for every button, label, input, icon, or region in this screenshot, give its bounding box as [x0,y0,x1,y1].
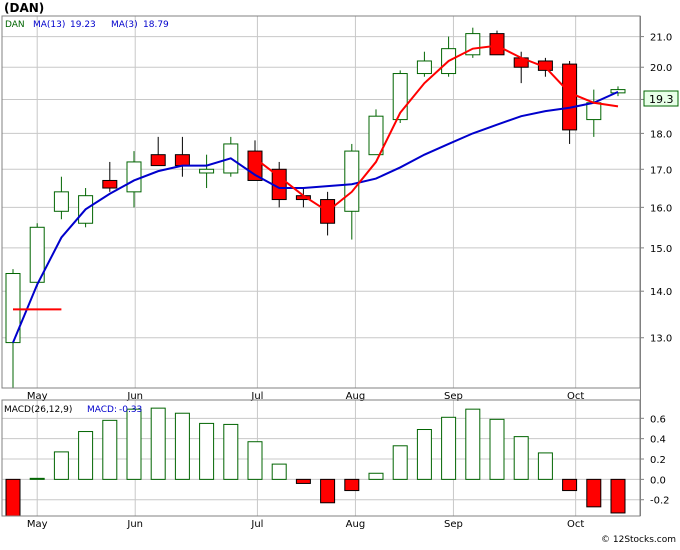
macd-bar-negative [5,478,21,517]
price-x-tick-label: May [27,391,48,402]
candle-down [247,150,263,181]
macd-bar-negative [586,478,602,508]
price-y-tick-label: 20.0 [650,63,672,74]
macd-bar-positive [441,416,457,480]
candle-down [174,154,190,167]
candle-down [562,63,578,131]
macd-bar-positive [247,441,263,480]
price-candles [5,27,626,388]
price-x-tick-label: Sep [444,391,463,402]
legend-ma3-value: 18.79 [143,20,169,30]
macd-bar-positive [465,408,481,480]
macd-x-tick-label: Jun [126,519,143,530]
macd-legend-name: MACD: [87,405,117,415]
macd-bar-positive [271,463,287,480]
price-y-tick-label: 16.0 [650,203,672,214]
macd-x-tick-label: Jul [250,519,263,530]
legend-ma13-value: 19.23 [70,20,96,30]
candle-up [53,191,69,212]
candle-up [586,102,602,121]
macd-bar-positive [416,429,432,480]
copyright-text: © 12Stocks.com [601,535,676,545]
ma13-line [12,90,619,343]
candle-down [489,33,505,56]
price-x-tick-label: Jun [126,391,143,402]
macd-bar-positive [368,472,384,480]
candle-up [126,161,142,193]
macd-y-tick-label: 0.2 [650,455,666,466]
macd-bar-negative [344,478,360,492]
candle-up [29,226,45,283]
macd-bar-positive [53,451,69,480]
legend-symbol: DAN [5,20,25,30]
candle-up [344,150,360,212]
legend-ma13-label: MA(13) [33,20,65,30]
macd-bar-positive [174,412,190,480]
macd-bar-positive [199,422,215,480]
macd-bars [5,407,626,517]
macd-y-tick-label: 0.0 [650,475,666,486]
ma3-line [13,44,619,311]
price-y-tick-label: 14.0 [650,287,672,298]
price-y-tick-label: 15.0 [650,244,672,255]
candle-up [199,168,215,174]
candle-down [537,60,553,71]
macd-x-tick-label: Oct [567,519,584,530]
macd-x-tick-label: Sep [444,519,463,530]
macd-y-tick-label: 0.4 [650,435,666,446]
macd-legend-label: MACD(26,12,9) [4,405,72,415]
legend-ma3-label: MA(3) [111,20,138,30]
macd-bar-positive [513,436,529,480]
macd-bar-negative [610,478,626,514]
last-price-badge [643,90,679,107]
macd-bar-negative [562,478,578,492]
macd-bar-positive [126,408,142,480]
price-y-tick-label: 17.0 [650,165,672,176]
price-x-tick-label: Jul [250,391,263,402]
macd-bar-positive [489,418,505,480]
ticker-title: (DAN) [4,1,44,15]
ma13-polyline [12,90,619,343]
macd-y-tick-label: 0.6 [650,414,666,425]
candle-down [102,179,118,189]
macd-bar-negative [320,478,336,504]
macd-bar-negative [295,478,311,484]
macd-bar-positive [150,407,166,480]
candle-up [416,60,432,75]
macd-x-tick-label: Aug [346,519,366,530]
macd-x-tick-label: May [27,519,48,530]
macd-bar-positive [102,419,118,480]
macd-bar-positive [537,452,553,480]
right-axis-line [640,16,641,516]
price-x-tick-label: Aug [346,391,366,402]
candle-down [150,154,166,167]
price-x-tick-label: Oct [567,391,584,402]
macd-bar-positive [78,431,94,480]
ma3-polyline [254,44,619,213]
price-y-tick-label: 13.0 [650,334,672,345]
last-price-label: 19.3 [649,93,674,106]
macd-y-tick-label: -0.2 [650,496,670,507]
axis-labels: May May Jun Jun Jul Jul Aug Aug Sep Sep Oct Oct 13.0… [27,33,672,530]
price-y-tick-label: 18.0 [650,129,672,140]
candle-up [368,115,384,156]
macd-bar-positive [223,423,239,480]
macd-bar-positive [392,445,408,480]
price-y-tick-label: 21.0 [650,33,672,44]
macd-bar-positive [29,477,45,480]
macd-legend-value: -0.33 [119,405,142,415]
